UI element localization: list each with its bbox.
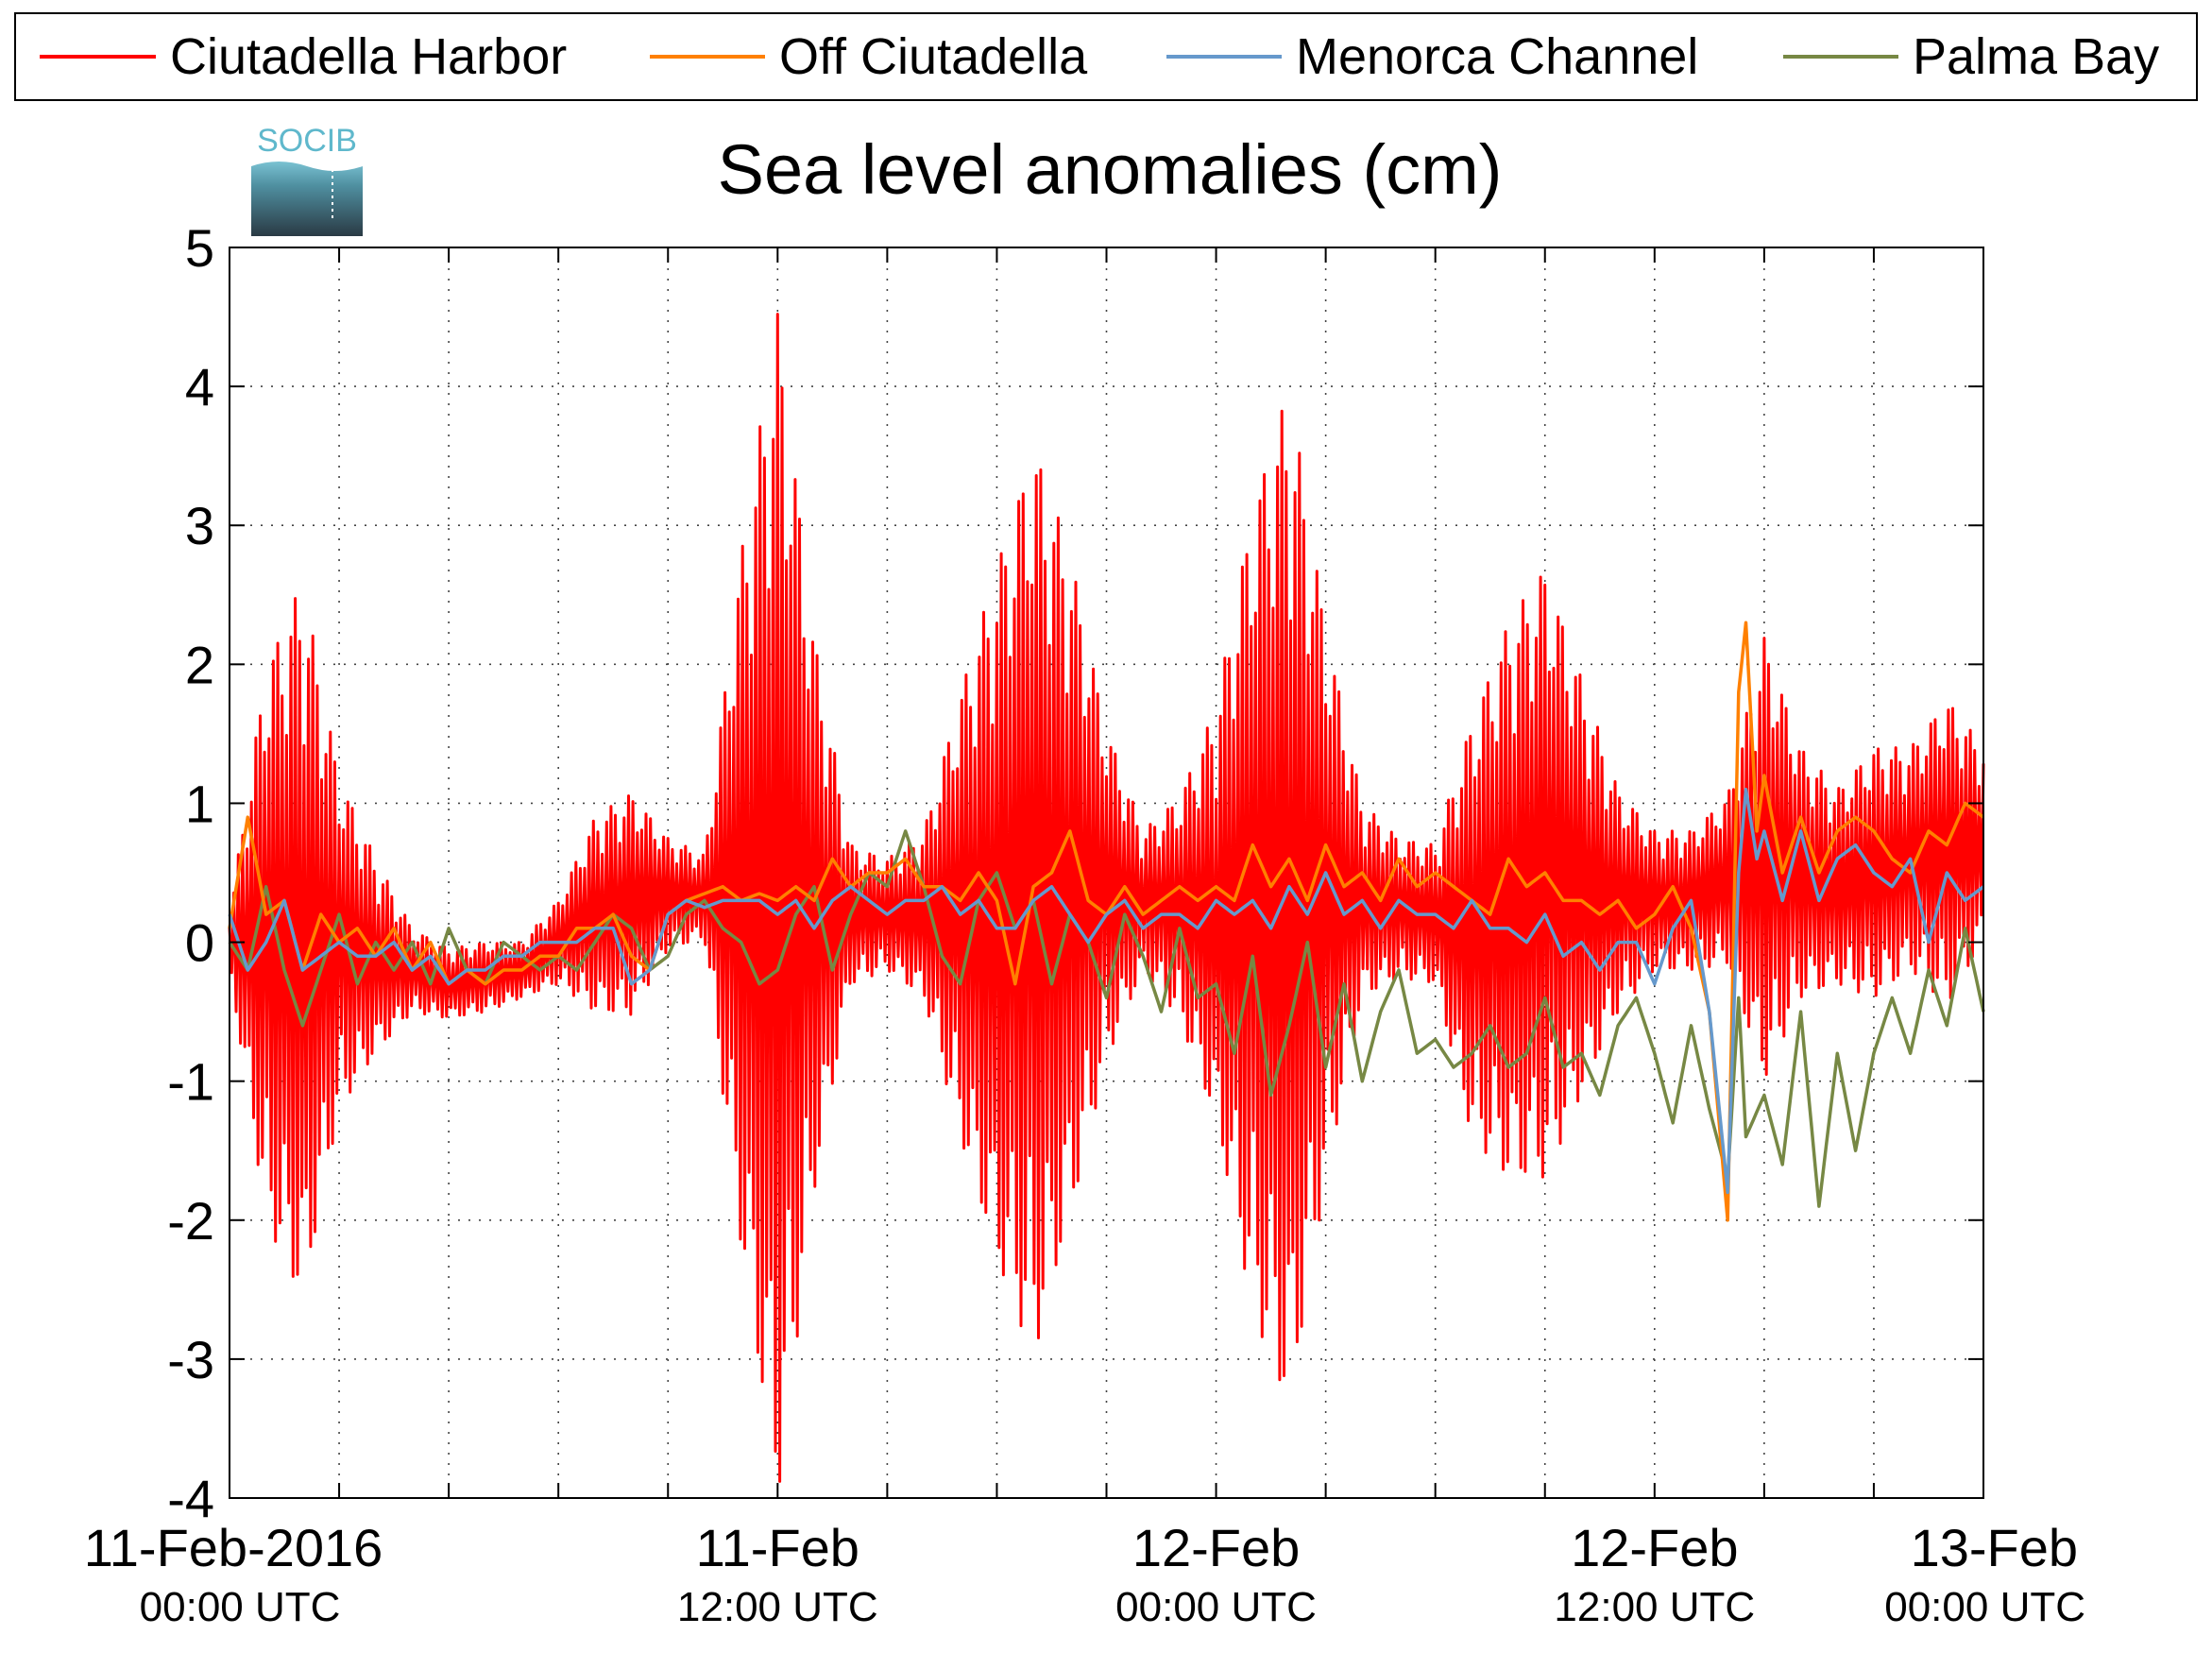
x-tick-label-time: 12:00 UTC [1554, 1584, 1755, 1630]
x-tick-label-date: 12-Feb [1132, 1518, 1300, 1577]
socib-logo-wave [251, 159, 363, 171]
y-tick-labels: 5 4 3 2 1 0 -1 -2 -3 -4 [167, 218, 214, 1528]
legend-label-palma-bay: Palma Bay [1913, 28, 2159, 85]
y-tick-label: -4 [167, 1469, 214, 1528]
x-tick-label-date: 13-Feb [1911, 1518, 2078, 1577]
x-tick-label-time: 00:00 UTC [1884, 1584, 2085, 1630]
y-tick-label: 3 [185, 496, 214, 555]
y-tick-label: -1 [167, 1052, 214, 1112]
x-tick-label-time: 00:00 UTC [140, 1584, 341, 1630]
y-tick-label: 4 [185, 357, 214, 417]
series-line-ciutadella-harbor [228, 313, 1985, 1483]
x-tick-label-time: 12:00 UTC [677, 1584, 878, 1630]
y-tick-label: 1 [185, 774, 214, 833]
x-tick-label-date: 11-Feb [696, 1518, 859, 1577]
ticks [230, 247, 1983, 1498]
legend-label-off-ciutadella: Off Ciutadella [779, 28, 1088, 85]
y-tick-label: 5 [185, 218, 214, 278]
x-tick-label-date: 12-Feb [1571, 1518, 1738, 1577]
socib-logo-text: SOCIB [257, 123, 357, 159]
y-tick-label: 0 [185, 913, 214, 973]
x-tick-label-time: 00:00 UTC [1115, 1584, 1317, 1630]
x-tick-labels: 11-Feb-2016 00:00 UTC 11-Feb 12:00 UTC 12-Fe… [84, 1518, 2085, 1630]
x-tick-label-date: 11-Feb-2016 [84, 1518, 383, 1577]
socib-logo: SOCIB [251, 123, 363, 236]
legend: Ciutadella Harbor Off Ciutadella Menorca… [14, 12, 2198, 101]
y-tick-label: -2 [167, 1191, 214, 1251]
legend-label-ciutadella-harbor: Ciutadella Harbor [170, 28, 567, 85]
y-tick-label: 2 [185, 635, 214, 694]
socib-logo-block [251, 159, 363, 236]
chart-title: Sea level anomalies (cm) [718, 130, 1503, 209]
y-tick-label: -3 [167, 1330, 214, 1389]
series-layer [228, 313, 1985, 1483]
legend-label-menorca-channel: Menorca Channel [1296, 28, 1698, 85]
series-line-menorca-channel [228, 787, 1985, 1195]
